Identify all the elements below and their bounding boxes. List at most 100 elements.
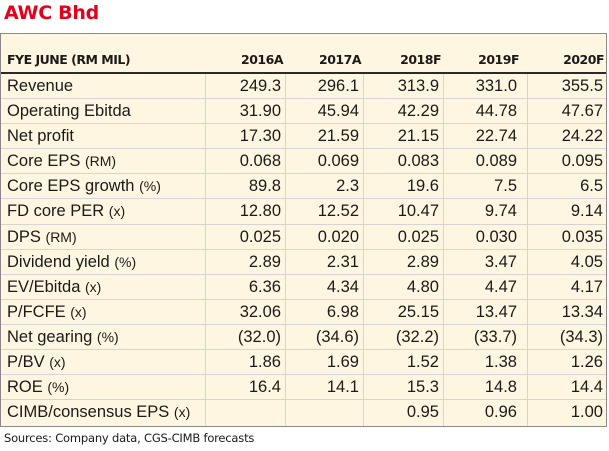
- table-cell: 296.1: [317, 77, 359, 95]
- column-divider: [527, 74, 528, 426]
- row-unit: (RM): [45, 228, 77, 245]
- row-label-text: Core EPS: [7, 152, 81, 171]
- table-cell: 9.14: [570, 202, 603, 221]
- row-unit: (x): [49, 354, 66, 371]
- row-unit: (%): [96, 328, 119, 345]
- row-label-text: DPS: [7, 227, 41, 246]
- row-label-text: Operating Ebitda: [7, 102, 131, 121]
- row-label-text: CIMB/consensus EPS: [7, 403, 170, 422]
- table-cell: 1.86: [248, 353, 281, 372]
- table-cell: 0.035: [561, 227, 603, 246]
- table-cell: 7.5: [494, 177, 517, 196]
- table-cell: 47.67: [561, 102, 603, 121]
- table-cell: 0.069: [317, 152, 359, 171]
- financials-table: FYE JUNE (RM MIL) 2016A 2017A 2018F 2019…: [0, 33, 607, 427]
- row-label: FD core PER (x): [7, 202, 125, 221]
- row-label: Net gearing (%): [7, 328, 119, 347]
- table-row: FD core PER (x) 12.80 12.52 10.47 9.74 9.14: [1, 199, 606, 225]
- table-cell: 4.05: [570, 252, 603, 271]
- table-cell: 45.94: [317, 102, 359, 121]
- table-cell: 0.030: [475, 227, 517, 246]
- table-cell: 4.80: [406, 277, 439, 296]
- table-cell: 1.00: [570, 403, 603, 422]
- table-cell: 17.30: [239, 127, 281, 146]
- table-row: Revenue 249.3 296.1 313.9 331.0 355.5: [1, 74, 606, 100]
- table-cell: 0.068: [239, 152, 281, 171]
- table-cell: 14.1: [326, 378, 359, 397]
- column-header-2016a: 2016A: [241, 52, 283, 67]
- table-cell: 15.3: [406, 378, 439, 397]
- table-cell: 1.26: [570, 353, 603, 372]
- column-divider: [205, 74, 206, 426]
- row-label-text: ROE: [7, 378, 43, 397]
- row-label: ROE (%): [7, 378, 69, 397]
- table-cell: 25.15: [397, 302, 439, 321]
- table-cell: 12.52: [317, 202, 359, 221]
- table-row: P/FCFE (x) 32.06 6.98 25.15 13.47 13.34: [1, 300, 606, 325]
- table-cell: 6.36: [248, 277, 281, 296]
- row-label: Dividend yield (%): [7, 253, 136, 272]
- table-cell: 6.5: [580, 177, 603, 196]
- table-cell: 2.31: [326, 252, 359, 271]
- table-cell: 16.4: [248, 378, 281, 397]
- table-cell: 0.089: [475, 152, 517, 171]
- column-divider: [285, 74, 286, 426]
- table-cell: 2.89: [406, 252, 439, 271]
- column-divider: [443, 74, 444, 426]
- table-cell: 249.3: [239, 77, 281, 95]
- row-label-text: EV/Ebitda: [7, 277, 81, 296]
- table-cell: 13.47: [475, 302, 517, 321]
- header-label: FYE JUNE (RM MIL): [7, 52, 131, 67]
- row-label-text: Dividend yield: [7, 252, 110, 271]
- row-unit: (%): [114, 253, 137, 270]
- table-cell: 6.98: [326, 302, 359, 321]
- table-cell: 32.06: [239, 302, 281, 321]
- row-label: DPS (RM): [7, 228, 77, 247]
- table-cell: 2.89: [248, 252, 281, 271]
- table-cell: 89.8: [248, 177, 281, 196]
- table-cell: 4.47: [484, 277, 517, 296]
- row-label-text: Revenue: [7, 77, 74, 95]
- row-unit: (RM): [84, 153, 117, 170]
- table-cell: 3.47: [484, 252, 517, 271]
- row-label: Core EPS growth (%): [7, 177, 161, 196]
- row-label-text: Net profit: [7, 127, 74, 146]
- table-cell: 19.6: [406, 177, 439, 196]
- table-cell: 0.025: [239, 227, 281, 246]
- table-cell: 0.025: [397, 227, 439, 246]
- table-cell: (34.6): [315, 327, 359, 346]
- row-label: Net profit: [7, 127, 74, 146]
- table-cell: (32.0): [237, 327, 281, 346]
- table-cell: 0.095: [561, 152, 603, 171]
- table-row: Operating Ebitda 31.90 45.94 42.29 44.78 47.6…: [1, 99, 606, 125]
- table-cell: 44.78: [475, 102, 517, 121]
- table-cell: 22.74: [475, 127, 517, 146]
- table-cell: 0.95: [406, 403, 439, 422]
- row-label: P/FCFE (x): [7, 303, 87, 322]
- row-label-text: P/FCFE: [7, 302, 66, 321]
- column-header-2017a: 2017A: [319, 52, 361, 67]
- row-label-text: FD core PER: [7, 202, 105, 221]
- table-cell: 10.47: [397, 202, 439, 221]
- row-unit: (x): [108, 203, 126, 220]
- table-row: P/BV (x) 1.86 1.69 1.52 1.38 1.26: [1, 350, 606, 376]
- table-row: Net gearing (%) (32.0) (34.6) (32.2) (33.7) (…: [1, 325, 606, 351]
- table-cell: 21.59: [317, 127, 359, 146]
- table-cell: 21.15: [397, 127, 439, 146]
- table-row: CIMB/consensus EPS (x) 0.95 0.96 1.00: [1, 400, 606, 425]
- table-header: FYE JUNE (RM MIL) 2016A 2017A 2018F 2019…: [1, 34, 606, 74]
- table-cell: 355.5: [561, 77, 603, 95]
- table-cell: 12.80: [239, 202, 281, 221]
- table-cell: 0.083: [397, 152, 439, 171]
- row-label: EV/Ebitda (x): [7, 278, 101, 297]
- table-cell: 1.52: [406, 353, 439, 372]
- table-cell: 0.96: [484, 403, 517, 422]
- row-unit: (%): [47, 379, 70, 396]
- table-row: EV/Ebitda (x) 6.36 4.34 4.80 4.47 4.17: [1, 275, 606, 300]
- column-header-2018f: 2018F: [400, 52, 441, 67]
- row-label-text: Net gearing: [7, 327, 93, 346]
- table-row: Core EPS (RM) 0.068 0.069 0.083 0.089 0.095: [1, 149, 606, 175]
- table-cell: 331.0: [475, 77, 517, 95]
- column-header-2020f: 2020F: [563, 52, 604, 67]
- table-row: ROE (%) 16.4 14.1 15.3 14.8 14.4: [1, 375, 606, 401]
